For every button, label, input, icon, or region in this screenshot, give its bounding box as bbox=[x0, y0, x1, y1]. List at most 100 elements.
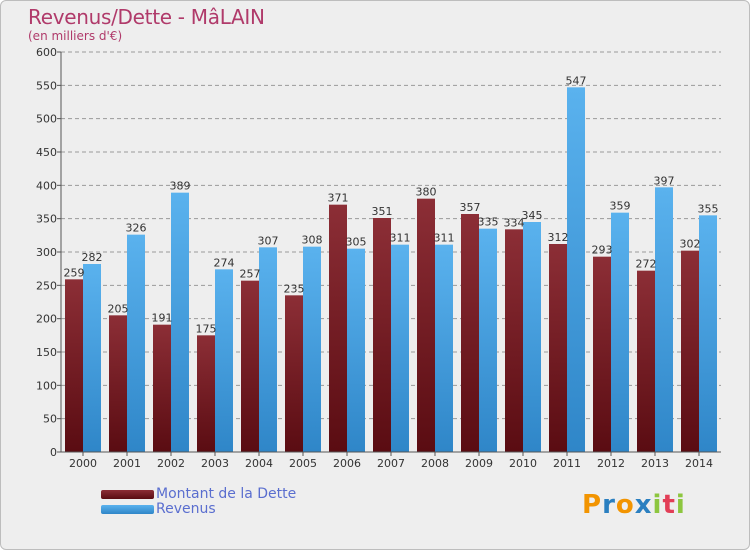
bar-dette bbox=[109, 315, 127, 452]
data-label: 397 bbox=[654, 174, 675, 187]
data-label: 257 bbox=[240, 268, 261, 281]
logo-letter: t bbox=[662, 490, 676, 520]
data-label: 307 bbox=[258, 234, 279, 247]
x-tick-label: 2005 bbox=[289, 457, 317, 470]
y-tick-label: 200 bbox=[36, 313, 57, 326]
data-label: 351 bbox=[372, 205, 393, 218]
x-tick-label: 2007 bbox=[377, 457, 405, 470]
bar-revenus bbox=[567, 87, 585, 452]
bar-dette bbox=[241, 280, 259, 452]
bar-revenus bbox=[171, 192, 189, 452]
x-tick-label: 2012 bbox=[597, 457, 625, 470]
data-label: 359 bbox=[610, 200, 631, 213]
data-label: 305 bbox=[346, 236, 367, 249]
logo-letter: x bbox=[634, 490, 653, 520]
data-label: 274 bbox=[214, 256, 235, 269]
data-label: 308 bbox=[302, 234, 323, 247]
data-label: 272 bbox=[636, 258, 657, 271]
logo-letter: P bbox=[582, 490, 603, 520]
data-label: 312 bbox=[548, 231, 569, 244]
y-tick-label: 150 bbox=[36, 346, 57, 359]
data-label: 191 bbox=[152, 312, 173, 325]
y-tick-label: 300 bbox=[36, 246, 57, 259]
bar-revenus bbox=[391, 244, 409, 452]
bar-dette bbox=[637, 270, 655, 452]
logo-letter: r bbox=[602, 490, 616, 520]
x-tick-label: 2013 bbox=[641, 457, 669, 470]
bar-dette bbox=[505, 229, 523, 452]
bar-revenus bbox=[523, 222, 541, 452]
y-tick-label: 50 bbox=[43, 413, 57, 426]
bar-revenus bbox=[479, 228, 497, 452]
bar-dette bbox=[329, 204, 347, 452]
data-label: 293 bbox=[592, 244, 613, 257]
bar-dette bbox=[153, 324, 171, 452]
bar-revenus bbox=[435, 244, 453, 452]
bar-dette bbox=[373, 218, 391, 452]
bar-dette bbox=[681, 250, 699, 452]
y-tick-label: 450 bbox=[36, 146, 57, 159]
logo-letter: i bbox=[675, 490, 686, 520]
x-tick-label: 2002 bbox=[157, 457, 185, 470]
bar-dette bbox=[417, 198, 435, 452]
data-label: 389 bbox=[170, 180, 191, 193]
bar-dette bbox=[197, 335, 215, 452]
x-tick-label: 2009 bbox=[465, 457, 493, 470]
y-tick-label: 350 bbox=[36, 213, 57, 226]
bar-revenus bbox=[215, 269, 233, 452]
data-label: 175 bbox=[196, 322, 217, 335]
bar-dette bbox=[549, 244, 567, 452]
y-tick-label: 0 bbox=[50, 446, 57, 459]
bar-revenus bbox=[127, 234, 145, 452]
data-label: 302 bbox=[680, 238, 701, 251]
legend-swatch-revenus bbox=[101, 505, 154, 514]
data-label: 371 bbox=[328, 192, 349, 205]
x-tick-label: 2008 bbox=[421, 457, 449, 470]
data-label: 235 bbox=[284, 282, 305, 295]
legend-label-dette: Montant de la Dette bbox=[156, 486, 297, 502]
bar-dette bbox=[593, 256, 611, 452]
data-label: 311 bbox=[434, 232, 455, 245]
data-label: 380 bbox=[416, 186, 437, 199]
value-labels-layer: 259 282 205 326 191 389 175 274 257 307 235 308 371 3… bbox=[64, 74, 719, 335]
axis-layer: 0 50 100 150 200 250 300 350 400 450 500 550 600 2000… bbox=[36, 46, 721, 470]
chart-title: Revenus/Dette - MâLAIN bbox=[28, 5, 265, 29]
bar-revenus bbox=[347, 248, 365, 452]
data-label: 547 bbox=[566, 74, 587, 87]
data-label: 345 bbox=[522, 209, 543, 222]
bar-dette bbox=[65, 279, 83, 452]
data-label: 355 bbox=[698, 202, 719, 215]
bar-revenus bbox=[699, 215, 717, 452]
bar-revenus bbox=[83, 264, 101, 452]
logo-letter: i bbox=[652, 490, 663, 520]
logo-letter: o bbox=[615, 490, 635, 520]
y-tick-label: 550 bbox=[36, 79, 57, 92]
bar-revenus bbox=[655, 187, 673, 453]
x-tick-label: 2014 bbox=[685, 457, 713, 470]
data-label: 205 bbox=[108, 302, 129, 315]
x-tick-label: 2004 bbox=[245, 457, 273, 470]
x-tick-label: 2011 bbox=[553, 457, 581, 470]
data-label: 311 bbox=[390, 232, 411, 245]
x-tick-label: 2010 bbox=[509, 457, 537, 470]
bar-revenus bbox=[259, 247, 277, 452]
y-tick-label: 400 bbox=[36, 179, 57, 192]
chart-subtitle: (en milliers d'€) bbox=[28, 29, 123, 43]
bar-revenus bbox=[611, 212, 629, 452]
bars-layer bbox=[65, 87, 717, 453]
data-label: 259 bbox=[64, 266, 85, 279]
data-label: 335 bbox=[478, 216, 499, 229]
y-tick-label: 250 bbox=[36, 279, 57, 292]
data-label: 357 bbox=[460, 201, 481, 214]
y-tick-label: 100 bbox=[36, 379, 57, 392]
legend-swatch-dette bbox=[101, 490, 154, 499]
legend-label-revenus: Revenus bbox=[156, 501, 216, 517]
data-label: 282 bbox=[82, 251, 103, 264]
proxiti-logo: Proxiti bbox=[582, 490, 686, 520]
x-tick-label: 2006 bbox=[333, 457, 361, 470]
x-tick-label: 2000 bbox=[69, 457, 97, 470]
x-tick-label: 2003 bbox=[201, 457, 229, 470]
bar-revenus bbox=[303, 246, 321, 452]
